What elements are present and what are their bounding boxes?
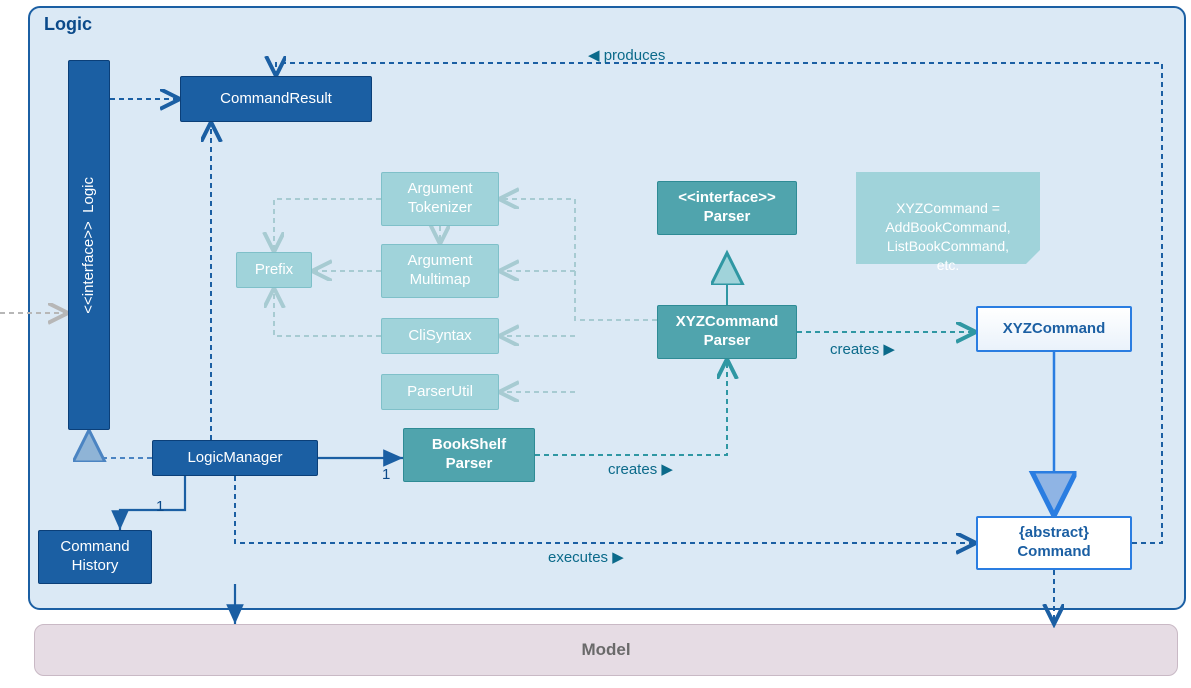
logic-manager-node: LogicManager [152, 440, 318, 476]
label-executes: executes ▶ [548, 548, 624, 566]
abstract-command-node: {abstract} Command [976, 516, 1132, 570]
argument-tokenizer-node: Argument Tokenizer [381, 172, 499, 226]
cli-syntax-node: CliSyntax [381, 318, 499, 354]
prefix-node: Prefix [236, 252, 312, 288]
multiplicity-1a: 1 [156, 498, 164, 515]
package-title: Logic [44, 14, 92, 35]
label-creates-1: creates ▶ [608, 460, 673, 478]
xyz-command-note: XYZCommand = AddBookCommand, ListBookCom… [856, 172, 1040, 264]
label-creates-2: creates ▶ [830, 340, 895, 358]
argument-multimap-node: Argument Multimap [381, 244, 499, 298]
parser-util-node: ParserUtil [381, 374, 499, 410]
command-result-node: CommandResult [180, 76, 372, 122]
diagram-canvas: Logic Model [0, 0, 1191, 688]
xyz-command-parser-node: XYZCommand Parser [657, 305, 797, 359]
bookshelf-parser-node: BookShelf Parser [403, 428, 535, 482]
multiplicity-1b: 1 [382, 466, 390, 483]
command-history-node: Command History [38, 530, 152, 584]
parser-interface-node: <<interface>> Parser [657, 181, 797, 235]
label-produces: ◀ produces [588, 46, 665, 64]
xyz-command-node: XYZCommand [976, 306, 1132, 352]
logic-interface-text: <<interface>> Logic [80, 177, 99, 314]
logic-interface-node: <<interface>> Logic [68, 60, 110, 430]
model-label: Model [581, 640, 630, 660]
model-box: Model [34, 624, 1178, 676]
